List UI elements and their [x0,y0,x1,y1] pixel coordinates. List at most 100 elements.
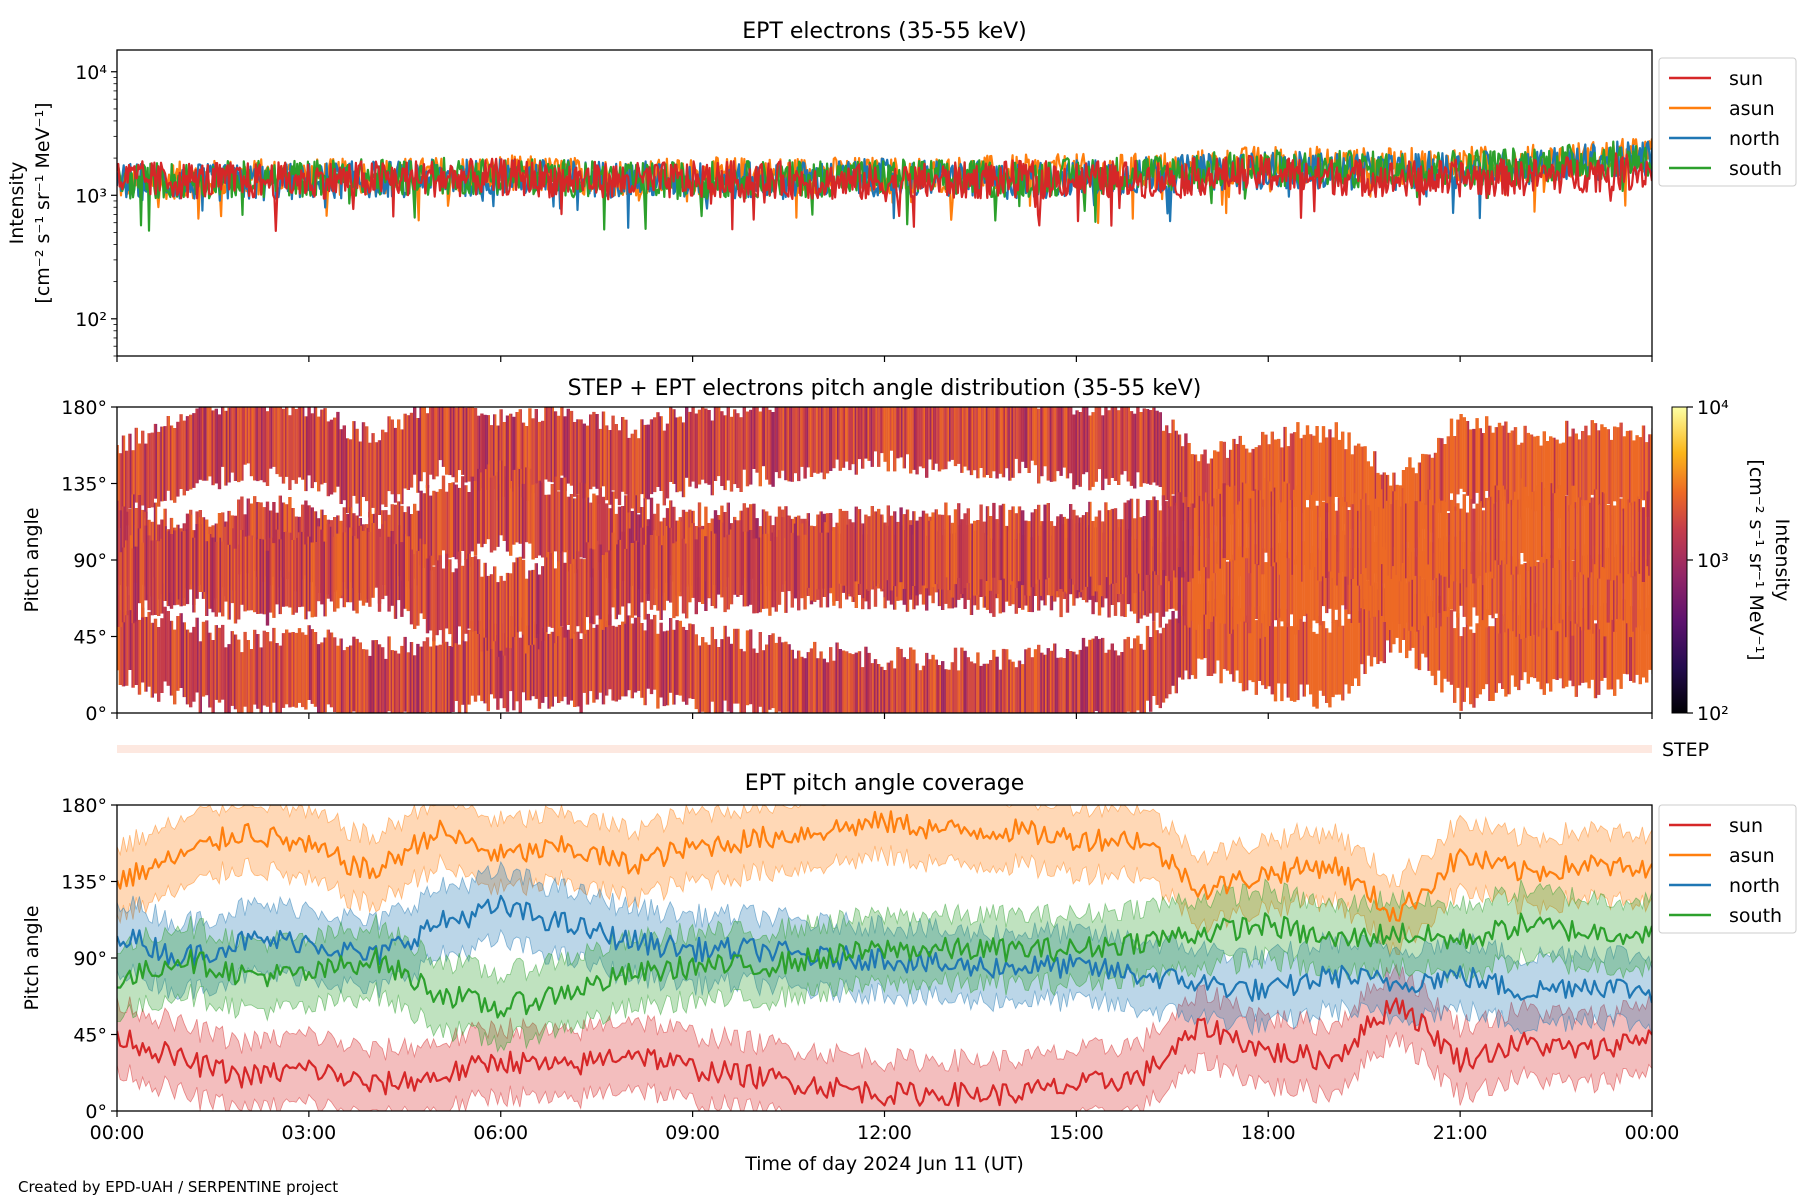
heatmap-cell [1182,446,1185,521]
heatmap-cell [1046,648,1049,713]
heatmap-cell [1238,608,1241,684]
heatmap-cell [1331,503,1334,579]
heatmap-cell [291,540,294,615]
heatmap-cell [696,413,698,489]
heatmap-cell [1080,517,1082,593]
heatmap-cell [413,655,415,713]
heatmap-cell [1062,658,1065,713]
heatmap-cell [401,542,404,617]
heatmap-cell [1254,544,1257,620]
heatmap-cell [1561,489,1564,565]
heatmap-cell [921,407,924,469]
heatmap-cell [1437,437,1439,513]
heatmap-cell [1368,505,1370,580]
heatmap-cell [1537,435,1540,511]
heatmap-cell [1192,546,1194,621]
heatmap-cell [254,496,257,571]
heatmap-cell [819,407,822,473]
heatmap-cell [473,481,476,556]
heatmap-cell [721,522,724,598]
heatmap-cell [299,407,302,478]
heatmap-cell [512,635,514,711]
heatmap-cell [1011,661,1014,713]
heatmap-cell [605,620,607,696]
heatmap-cell [1251,565,1254,641]
heatmap-cell [150,622,153,698]
heatmap-cell [1355,445,1358,521]
heatmap-cell [1294,559,1297,635]
heatmap-cell [1219,548,1222,624]
heatmap-cell [1173,495,1175,571]
heatmap-cell [1648,434,1650,510]
heatmap-cell [1462,494,1465,569]
heatmap-cell [1179,434,1182,510]
heatmap-cell [977,407,980,479]
heatmap-cell [981,504,983,580]
heatmap-cell [209,534,212,609]
heatmap-cell [1056,407,1058,472]
heatmap-cell [424,544,426,619]
panel1-ylabel-line1: Intensity [6,162,28,245]
heatmap-cell [429,495,431,571]
heatmap-cell [1429,596,1431,671]
heatmap-cell [670,407,673,482]
heatmap-cell [1221,608,1223,684]
heatmap-cell [1299,438,1302,513]
heatmap-cell [1169,619,1172,695]
heatmap-cell [761,534,764,609]
heatmap-cell [1406,547,1409,623]
heatmap-cell [433,566,436,642]
heatmap-cell [1416,501,1418,576]
heatmap-cell [419,490,422,566]
heatmap-cell [1643,556,1646,632]
heatmap-cell [1638,437,1641,512]
heatmap-cell [918,407,921,467]
heatmap-cell [555,411,558,487]
heatmap-cell [1414,501,1417,576]
heatmap-cell [313,632,316,707]
heatmap-cell [638,616,641,691]
heatmap-cell [859,651,862,713]
heatmap-cell [416,643,418,713]
heatmap-cell [1053,643,1055,713]
heatmap-cell [1155,537,1158,613]
heatmap-cell [784,538,786,613]
heatmap-cell [1048,407,1050,481]
heatmap-cell [704,536,706,611]
heatmap-cell [1081,637,1084,713]
heatmap-cell [1624,436,1626,512]
heatmap-cell [912,649,914,713]
heatmap-cell [435,491,438,567]
heatmap-cell [1368,461,1370,537]
heatmap-cell [1443,604,1446,679]
heatmap-cell [1022,407,1025,462]
heatmap-cell [1289,500,1292,575]
heatmap-cell [192,626,194,702]
heatmap-cell [765,533,767,609]
heatmap-cell [958,670,961,713]
heatmap-cell [1139,412,1142,487]
heatmap-cell [1069,407,1071,474]
heatmap-cell [805,407,807,479]
heatmap-cell [593,411,596,487]
heatmap-cell [1445,501,1447,577]
heatmap-cell [150,540,153,616]
heatmap-cell [680,416,682,492]
heatmap-cell [520,637,522,713]
heatmap-cell [432,490,434,566]
heatmap-cell [1041,521,1044,596]
heatmap-cell [985,407,988,475]
heatmap-cell [137,443,140,519]
heatmap-cell [1646,607,1649,683]
heatmap-cell [1240,501,1242,577]
heatmap-cell [1099,510,1102,586]
heatmap-cell [929,520,932,596]
heatmap-cell [1129,648,1132,713]
heatmap-cell [773,412,775,487]
heatmap-cell [1358,611,1361,686]
heatmap-cell [1606,547,1609,623]
heatmap-cell [886,407,889,472]
heatmap-cell [1438,498,1441,574]
heatmap-cell [414,554,417,629]
heatmap-cell [435,645,438,713]
